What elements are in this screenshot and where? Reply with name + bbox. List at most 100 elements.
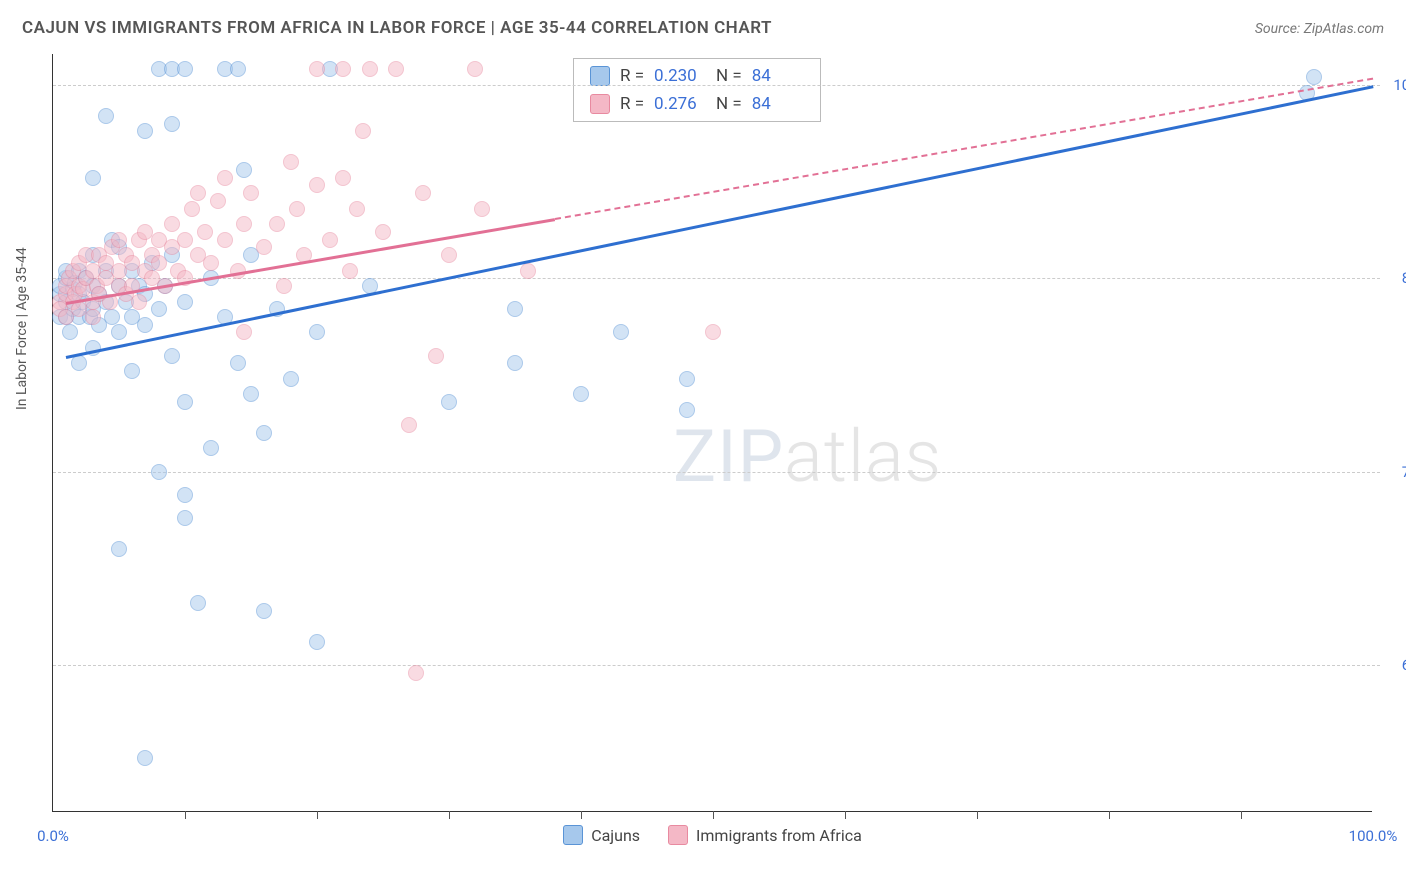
x-minor-tick <box>581 811 582 819</box>
data-point <box>322 232 338 248</box>
data-point <box>177 487 193 503</box>
data-point <box>151 255 167 271</box>
scatter-chart: ZIPatlas R =0.230N =84R =0.276N =84 Caju… <box>52 54 1372 812</box>
data-point <box>164 216 180 232</box>
data-point <box>408 665 424 681</box>
data-point <box>375 224 391 240</box>
data-point <box>177 510 193 526</box>
y-tick-label: 100.0% <box>1382 76 1406 94</box>
data-point <box>289 201 305 217</box>
legend-item: Immigrants from Africa <box>668 825 862 845</box>
data-point <box>131 294 147 310</box>
data-point <box>164 116 180 132</box>
gridline-h <box>53 665 1380 666</box>
data-point <box>217 170 233 186</box>
watermark-thin: atlas <box>784 414 942 499</box>
data-point <box>309 177 325 193</box>
gridline-h <box>53 85 1380 86</box>
x-minor-tick <box>977 811 978 819</box>
data-point <box>309 634 325 650</box>
x-minor-tick <box>1241 811 1242 819</box>
data-point <box>151 301 167 317</box>
data-point <box>349 201 365 217</box>
data-point <box>177 61 193 77</box>
legend-r-value: 0.230 <box>654 66 706 86</box>
data-point <box>184 201 200 217</box>
data-point <box>236 162 252 178</box>
data-point <box>111 232 127 248</box>
data-point <box>256 425 272 441</box>
data-point <box>335 170 351 186</box>
data-point <box>164 348 180 364</box>
x-tick-label: 100.0% <box>1349 827 1398 845</box>
data-point <box>415 185 431 201</box>
data-point <box>124 363 140 379</box>
legend-row: R =0.276N =84 <box>574 90 820 118</box>
data-point <box>467 61 483 77</box>
data-point <box>85 170 101 186</box>
data-point <box>507 301 523 317</box>
source-label: Source: ZipAtlas.com <box>1255 21 1384 37</box>
data-point <box>71 355 87 371</box>
data-point <box>401 417 417 433</box>
legend-r-label: R = <box>620 94 644 114</box>
data-point <box>111 324 127 340</box>
legend-swatch <box>590 94 610 114</box>
x-minor-tick <box>1109 811 1110 819</box>
trend-line <box>66 85 1373 359</box>
data-point <box>236 216 252 232</box>
legend-item: Cajuns <box>563 825 640 845</box>
data-point <box>388 61 404 77</box>
data-point <box>197 224 213 240</box>
data-point <box>355 123 371 139</box>
data-point <box>230 355 246 371</box>
legend-swatch <box>563 825 583 845</box>
data-point <box>705 324 721 340</box>
chart-title: CAJUN VS IMMIGRANTS FROM AFRICA IN LABOR… <box>22 18 772 38</box>
data-point <box>1306 69 1322 85</box>
y-tick-label: 75.0% <box>1382 463 1406 481</box>
gridline-h <box>53 278 1380 279</box>
watermark-bold: ZIP <box>673 414 784 499</box>
data-point <box>613 324 629 340</box>
data-point <box>62 324 78 340</box>
data-point <box>507 355 523 371</box>
legend-r-value: 0.276 <box>654 94 706 114</box>
data-point <box>474 201 490 217</box>
data-point <box>283 371 299 387</box>
watermark: ZIPatlas <box>673 414 942 499</box>
data-point <box>217 232 233 248</box>
correlation-legend: R =0.230N =84R =0.276N =84 <box>573 58 821 122</box>
legend-r-label: R = <box>620 66 644 86</box>
legend-label: Immigrants from Africa <box>696 826 862 845</box>
legend-n-value: 84 <box>752 66 804 86</box>
data-point <box>256 603 272 619</box>
data-point <box>243 185 259 201</box>
legend-label: Cajuns <box>591 826 640 845</box>
data-point <box>137 123 153 139</box>
data-point <box>573 386 589 402</box>
data-point <box>137 750 153 766</box>
y-tick-label: 62.5% <box>1382 656 1406 674</box>
x-minor-tick <box>185 811 186 819</box>
y-axis-label: In Labor Force | Age 35-44 <box>14 247 30 410</box>
data-point <box>203 440 219 456</box>
data-point <box>256 239 272 255</box>
data-point <box>335 61 351 77</box>
data-point <box>190 595 206 611</box>
y-tick-label: 87.5% <box>1382 269 1406 287</box>
data-point <box>283 154 299 170</box>
data-point <box>441 247 457 263</box>
data-point <box>210 193 226 209</box>
data-point <box>441 394 457 410</box>
data-point <box>342 263 358 279</box>
data-point <box>151 464 167 480</box>
legend-n-label: N = <box>716 94 742 114</box>
data-point <box>362 61 378 77</box>
data-point <box>137 317 153 333</box>
series-legend: Cajuns Immigrants from Africa <box>53 825 1372 845</box>
x-minor-tick <box>845 811 846 819</box>
data-point <box>190 185 206 201</box>
data-point <box>203 255 219 271</box>
data-point <box>309 324 325 340</box>
